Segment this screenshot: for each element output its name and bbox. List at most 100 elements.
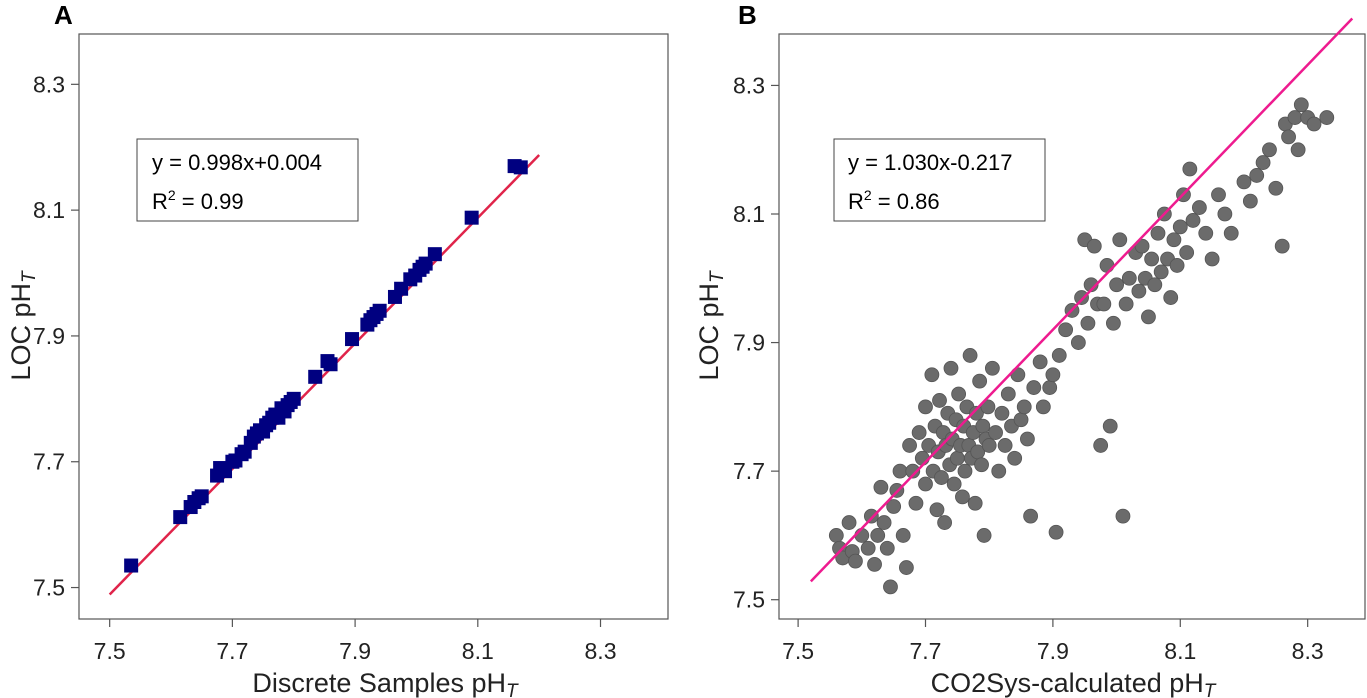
x-axis-title-a: Discrete Samples pHT [252,668,519,698]
data-point-b [1242,193,1258,209]
data-point-b [1131,283,1147,299]
data-point-b [1274,238,1290,254]
data-point-b [967,495,983,511]
x-tick-label-a: 7.9 [339,638,371,664]
panel-letter-b: B [738,0,757,30]
x-tick-label-b: 7.9 [1037,638,1069,664]
data-point-a [308,369,323,384]
data-point-b [1185,213,1201,228]
y-tick-label-a: 8.1 [33,197,65,223]
plot-frame-a [78,33,669,620]
data-point-b [1169,258,1185,273]
data-point-b [841,515,857,530]
data-point-b [1319,110,1335,125]
data-point-b [1016,399,1032,415]
data-point-b [1293,97,1309,113]
data-point-b [1163,290,1179,305]
y-tick-label-a: 7.7 [33,449,65,475]
data-point-b [908,495,924,511]
x-tick-label-a: 8.3 [585,638,617,664]
data-point-b [873,479,889,495]
data-point-a [124,558,139,573]
data-point-b [898,560,914,575]
data-point-b [1093,438,1109,453]
data-point-b [886,499,902,514]
equation-box-a [136,138,359,222]
data-point-b [972,373,988,389]
data-point-b [1134,238,1150,254]
data-point-b [981,438,997,453]
data-point-b [994,405,1010,421]
data-point-b [962,348,978,363]
chart-panel-b: B 7.5 7.7 7.9 8.1 8.3 7.5 7.7 7.9 8.1 8.3 y = 1.0… [694,0,1366,698]
data-point-b [951,386,967,402]
data-point-b [860,540,876,556]
data-point-b [1211,187,1226,203]
data-point-a [323,357,338,372]
data-point-b [1236,174,1252,190]
data-point-b [943,360,959,376]
data-point-b [1112,232,1128,248]
data-point-b [1179,245,1195,260]
data-point-b [969,405,984,421]
y-tick-label-b: 8.1 [733,201,765,227]
data-point-a [464,210,479,225]
data-point-b [1191,200,1207,215]
plot-frame-b [778,33,1366,620]
data-point-b [1217,206,1233,222]
data-point-b [1115,508,1131,524]
fit-line-b [809,17,1354,583]
data-point-b [1262,142,1277,158]
data-point-b [1166,232,1182,248]
data-point-b [997,438,1013,453]
data-point-b [1153,264,1169,280]
data-point-b [918,476,933,492]
data-point-b [955,489,970,505]
data-point-b [937,515,953,530]
r-squared-a: R2 = 0.99 [152,187,244,214]
data-point-b [988,425,1003,440]
data-point-b [1099,258,1115,273]
data-point-b [976,528,992,543]
x-tick-label-a: 8.1 [462,638,494,664]
axis-ticks-b: 7.5 7.7 7.9 8.1 8.3 7.5 7.7 7.9 8.1 8.3 [733,72,1324,664]
x-axis-title-b: CO2Sys-calculated pHT [931,668,1217,698]
data-point-a [345,332,360,347]
data-point-b [867,556,882,572]
data-point-b [918,399,933,415]
data-point-b [1096,296,1112,312]
data-point-b [924,367,940,383]
data-point-a [286,391,301,406]
data-point-b [1255,155,1271,170]
data-point-b [911,425,927,440]
data-point-b [1281,129,1296,145]
y-tick-label-b: 7.7 [733,458,765,484]
data-point-b [1045,367,1061,383]
data-point-b [1182,161,1198,177]
x-tick-label-a: 7.5 [94,638,126,664]
data-point-b [1020,431,1035,447]
equation-box-b [833,138,1046,222]
data-point-b [1121,270,1137,286]
data-point-b [980,399,996,415]
data-point-b [1026,380,1042,395]
data-point-b [1150,225,1166,241]
data-point-b [1147,277,1163,293]
chart-panel-a: A 7.5 7.7 7.9 8.1 8.3 7.5 7.7 7.9 8.1 8.3 y = 0.9… [6,0,669,698]
data-point-b [1035,399,1051,415]
data-point-b [1074,290,1089,305]
data-point-b [1042,380,1058,395]
data-point-b [828,528,844,543]
y-tick-label-a: 8.3 [33,71,65,97]
data-points-b [828,97,1335,595]
data-point-b [1141,309,1156,325]
equation-text-b: y = 1.030x-0.217 [848,150,1013,175]
data-point-a [427,247,442,262]
data-point-b [1204,251,1220,267]
data-point-b [1080,315,1096,331]
data-point-b [1051,348,1067,363]
r-squared-b: R2 = 0.86 [848,187,940,214]
data-point-b [1048,524,1064,540]
data-point-b [905,463,921,479]
data-point-b [1102,418,1118,434]
